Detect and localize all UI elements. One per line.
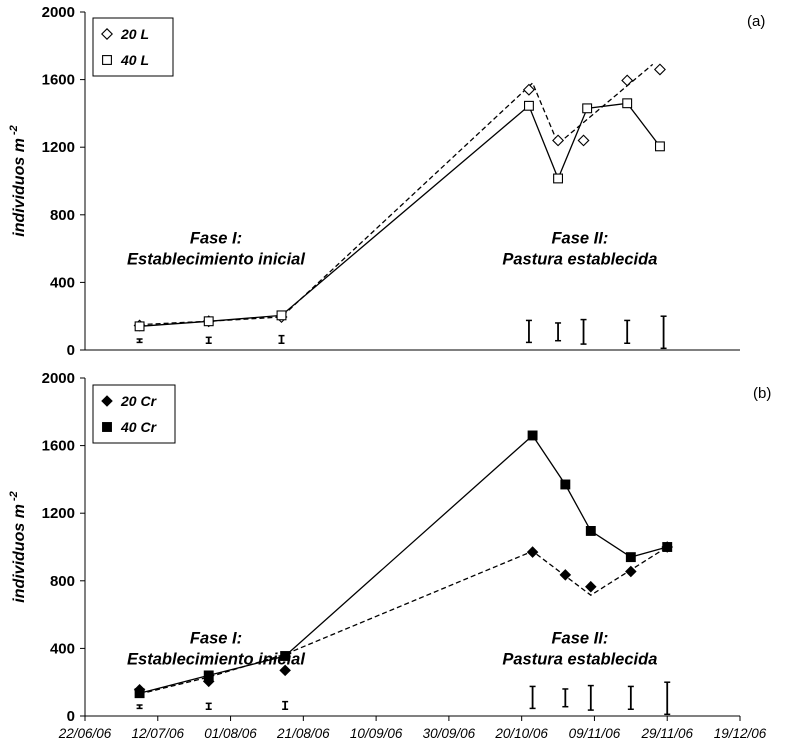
x-tick-label: 30/09/06 (423, 726, 476, 741)
legend-label: 40 Cr (120, 419, 158, 435)
error-bar (205, 702, 212, 710)
data-point-40-cr (625, 552, 636, 563)
legend-label: 20 Cr (120, 393, 158, 409)
legend-box (92, 17, 174, 77)
phase-2-annotation: Pastura establecida (502, 650, 657, 668)
error-bar (136, 704, 143, 710)
data-point-20-cr (559, 569, 572, 581)
data-point-20-l (522, 83, 535, 96)
legend-label: 40 L (120, 52, 149, 68)
data-point-20-l (577, 134, 590, 147)
phase-1-annotation: Establecimiento inicial (127, 251, 305, 269)
chart-panel-b: 0 400 800 1200 1600 2000 individuos m -2 22/06/… (8, 370, 771, 741)
data-point-40-l (622, 98, 633, 109)
y-tick-label: 0 (67, 342, 75, 359)
data-point-20-l (621, 74, 634, 87)
y-tick-label: 2000 (42, 370, 75, 387)
legend: 20 Cr 40 Cr (92, 384, 176, 444)
panel-label: (b) (753, 385, 771, 402)
error-bar (587, 684, 594, 711)
phase-2-annotation: Pastura establecida (502, 251, 657, 269)
phase-1-annotation: Fase I: (190, 230, 242, 248)
series-line-20-cr (139, 546, 668, 695)
error-bar (529, 685, 536, 710)
error-bar (664, 681, 671, 716)
x-tick-label: 12/07/06 (131, 726, 184, 741)
legend-marker (101, 395, 113, 407)
x-tick-label: 19/12/06 (714, 726, 767, 741)
x-tick-label: 10/09/06 (350, 726, 403, 741)
error-bar (525, 319, 532, 344)
error-bar (282, 700, 289, 710)
y-tick-label: 1200 (42, 139, 75, 156)
y-axis-title: individuos m -2 (8, 125, 28, 237)
x-tick-label: 29/11/06 (640, 726, 693, 741)
error-bar (580, 318, 587, 345)
data-point-20-cr (526, 546, 539, 558)
error-bar (624, 319, 631, 344)
series-line-40-l (139, 102, 661, 327)
x-tick-label: 01/08/06 (204, 726, 257, 741)
data-point-20-cr (279, 664, 291, 677)
phase-1-annotation: Fase I: (190, 629, 242, 647)
data-point-40-l (134, 321, 145, 332)
x-tick-label: 20/10/06 (494, 726, 548, 741)
x-tick-label: 09/11/06 (569, 726, 621, 741)
x-tick-label: 22/06/06 (58, 726, 112, 741)
data-point-40-l (523, 100, 534, 111)
error-bar (660, 315, 667, 350)
data-point-40-cr (560, 479, 571, 490)
y-tick-label: 1600 (42, 438, 75, 455)
y-axis-title: individuos m -2 (8, 491, 28, 603)
error-bar (278, 334, 285, 344)
x-tick-label: 21/08/06 (276, 726, 330, 741)
y-tick-label: 800 (50, 207, 75, 224)
y-tick-label: 400 (50, 274, 75, 291)
data-point-20-cr (585, 580, 597, 593)
error-bar (627, 685, 634, 710)
legend-label: 20 L (120, 26, 149, 42)
series-line-20-l (139, 63, 654, 326)
data-point-40-l (203, 316, 214, 327)
data-point-40-l (553, 173, 564, 184)
data-point-40-cr (134, 688, 145, 699)
error-bar (555, 322, 562, 342)
error-bar (205, 336, 212, 344)
data-point-40-cr (527, 430, 538, 441)
legend-marker (102, 422, 112, 432)
data-point-20-cr (625, 565, 637, 578)
data-point-40-cr (585, 525, 596, 536)
y-tick-label: 2000 (42, 4, 75, 21)
legend-marker (101, 28, 113, 40)
legend-marker (102, 55, 112, 65)
phase-1-annotation: Establecimiento inicial (127, 650, 305, 668)
phase-2-annotation: Fase II: (551, 629, 608, 647)
data-point-40-l (276, 310, 287, 321)
panel-label: (a) (747, 13, 765, 30)
phase-2-annotation: Fase II: (551, 230, 608, 248)
error-bar (136, 338, 143, 344)
chart-panel-a: 0 400 800 1200 1600 2000 individuos m -2 Fase I… (8, 4, 765, 359)
error-bar (562, 688, 569, 708)
series-line-40-cr (139, 434, 668, 694)
data-point-20-l (653, 63, 666, 76)
y-tick-label: 1200 (42, 505, 75, 522)
data-point-20-l (552, 134, 565, 147)
data-point-40-cr (203, 670, 214, 681)
y-tick-label: 1600 (42, 72, 75, 89)
legend: 20 L 40 L (92, 17, 174, 77)
y-tick-label: 0 (67, 708, 75, 725)
y-tick-label: 800 (50, 573, 75, 590)
data-point-40-cr (280, 651, 291, 661)
data-point-40-l (582, 103, 593, 114)
legend-box (92, 384, 176, 444)
y-tick-label: 400 (50, 640, 75, 657)
data-point-40-l (654, 141, 665, 152)
data-point-40-cr (662, 542, 673, 552)
